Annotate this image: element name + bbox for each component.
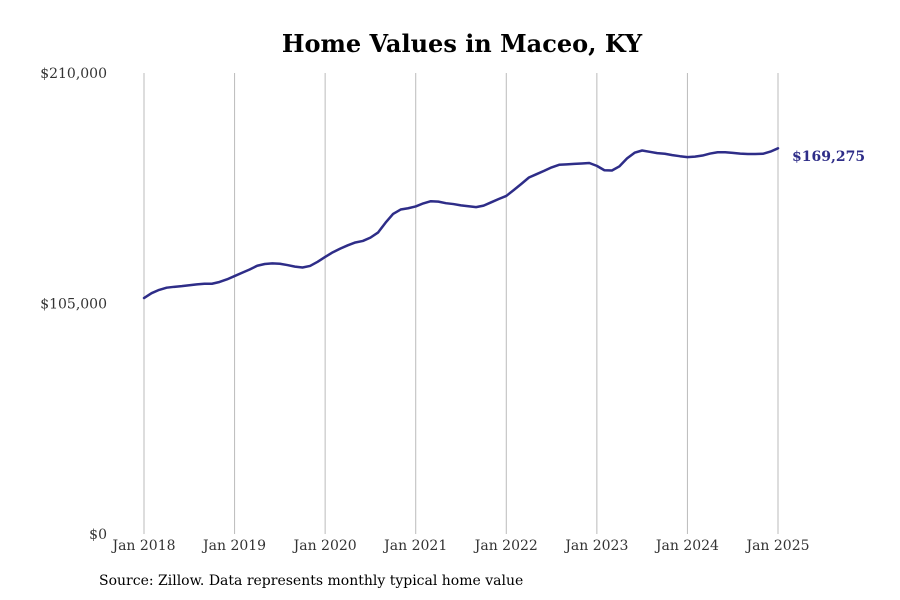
home-value-line (142, 147, 780, 300)
gridlines (143, 73, 779, 534)
latest-value-label: $169,275 (792, 149, 865, 165)
x-axis-ticks: Jan 2018 Jan 2019 Jan 2020 Jan 2021 Jan 2022… (110, 538, 809, 554)
x-tick-label: Jan 2025 (744, 538, 809, 554)
x-tick-label: Jan 2024 (654, 538, 719, 554)
x-tick-label: Jan 2020 (292, 538, 357, 554)
chart-title: Home Values in Maceo, KY (282, 29, 643, 58)
x-tick-label: Jan 2022 (473, 538, 538, 554)
x-tick-label: Jan 2019 (201, 538, 266, 554)
y-tick-label: $105,000 (40, 297, 107, 313)
x-tick-label: Jan 2018 (110, 538, 175, 554)
y-axis-ticks: $0 $105,000 $210,000 (40, 66, 107, 543)
y-tick-label: $210,000 (40, 66, 107, 82)
x-tick-label: Jan 2021 (382, 538, 447, 554)
source-note: Source: Zillow. Data represents monthly … (99, 573, 524, 589)
x-tick-label: Jan 2023 (563, 538, 628, 554)
y-tick-label: $0 (89, 527, 107, 543)
